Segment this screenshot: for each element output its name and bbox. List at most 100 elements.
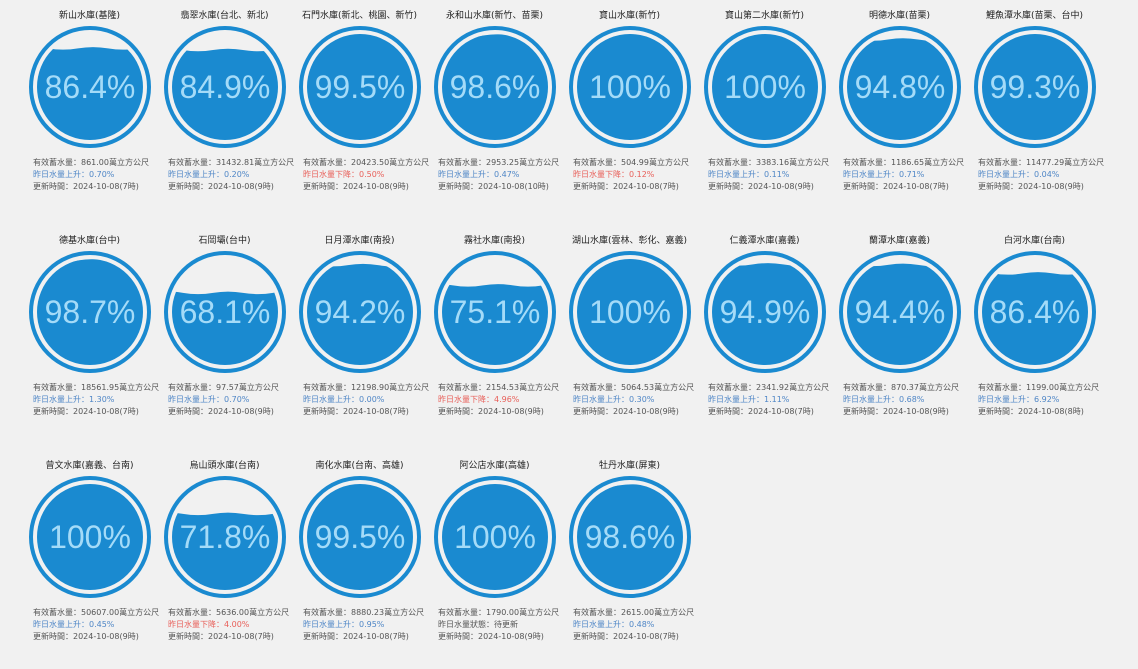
reservoir-card: 湖山水庫(雲林、彰化、嘉義) 100% 有效蓄水量：5064.53萬立方公尺 昨日水量…: [566, 235, 701, 418]
percent-label: 86.4%: [989, 294, 1081, 330]
reservoir-name: 德基水庫(台中): [58, 236, 121, 246]
water-fill: [577, 484, 683, 590]
reservoir-card: 日月潭水庫(南投) 94.2% 有效蓄水量：12198.90萬立方公尺 昨日水量上升：…: [296, 235, 431, 418]
change-text: 昨日水量上升：0.70%: [168, 395, 250, 404]
capacity-text: 有效蓄水量：18561.95萬立方公尺: [33, 383, 160, 392]
percent-label: 84.9%: [179, 69, 271, 105]
updated-text: 更新時間：2024-10-08(10時): [438, 182, 549, 191]
change-text: 昨日水量上升：1.30%: [33, 395, 115, 404]
change-text: 昨日水量下降：0.50%: [303, 170, 385, 179]
reservoir-info: 有效蓄水量：861.00萬立方公尺 昨日水量上升：0.70% 更新時間：2024-1…: [33, 157, 161, 193]
water-level-gauge: 94.2%: [298, 250, 422, 374]
water-level-gauge: 98.6%: [568, 475, 692, 599]
percent-label: 99.5%: [314, 69, 406, 105]
percent-label: 71.8%: [179, 519, 271, 555]
reservoir-name: 牡丹水庫(屏東): [598, 461, 661, 471]
gauge-ring: [434, 26, 556, 148]
reservoir-info: 有效蓄水量：12198.90萬立方公尺 昨日水量上升：0.00% 更新時間：2024…: [303, 382, 431, 418]
gauge-ring: [434, 476, 556, 598]
reservoir-name: 鯉魚潭水庫(苗栗、台中): [985, 11, 1084, 21]
capacity-text: 有效蓄水量：50607.00萬立方公尺: [33, 608, 160, 617]
reservoir-card: 寶山水庫(新竹) 100% 有效蓄水量：504.99萬立方公尺 昨日水量下降：0.12…: [566, 10, 701, 193]
change-text: 昨日水量上升：0.71%: [843, 170, 925, 179]
gauge-ring: [839, 26, 961, 148]
updated-text: 更新時間：2024-10-08(7時): [168, 632, 274, 641]
capacity-text: 有效蓄水量：2953.25萬立方公尺: [438, 158, 560, 167]
water-level-gauge: 100%: [433, 475, 557, 599]
water-level-gauge: 98.7%: [28, 250, 152, 374]
reservoir-info: 有效蓄水量：8880.23萬立方公尺 昨日水量上升：0.95% 更新時間：2024-…: [303, 607, 431, 643]
reservoir-name: 石門水庫(新北、桃園、新竹): [301, 11, 418, 21]
updated-text: 更新時間：2024-10-08(7時): [33, 182, 139, 191]
water-fill: [307, 484, 413, 590]
reservoir-name: 翡翠水庫(台北、新北): [180, 11, 269, 21]
percent-label: 86.4%: [44, 69, 136, 105]
gauge-ring: [434, 251, 556, 373]
reservoir-name: 仁義潭水庫(嘉義): [729, 236, 800, 246]
percent-label: 98.6%: [584, 519, 676, 555]
updated-text: 更新時間：2024-10-08(9時): [303, 182, 409, 191]
updated-text: 更新時間：2024-10-08(7時): [573, 632, 679, 641]
water-level-gauge: 100%: [568, 25, 692, 149]
water-level-gauge: 94.9%: [703, 250, 827, 374]
reservoir-info: 有效蓄水量：1199.00萬立方公尺 昨日水量上升：6.92% 更新時間：2024-…: [978, 382, 1106, 418]
water-fill: [577, 34, 683, 140]
capacity-text: 有效蓄水量：1790.00萬立方公尺: [438, 608, 560, 617]
reservoir-card: 仁義潭水庫(嘉義) 94.9% 有效蓄水量：2341.92萬立方公尺 昨日水量上升：1…: [701, 235, 836, 418]
reservoir-info: 有效蓄水量：5636.00萬立方公尺 昨日水量下降：4.00% 更新時間：2024-…: [168, 607, 296, 643]
water-fill: [442, 484, 548, 590]
percent-label: 94.9%: [719, 294, 811, 330]
updated-text: 更新時間：2024-10-08(9時): [978, 182, 1084, 191]
percent-label: 100%: [589, 294, 671, 330]
reservoir-name: 新山水庫(基隆): [58, 11, 121, 21]
reservoir-name: 霧社水庫(南投): [463, 236, 526, 246]
percent-label: 94.4%: [854, 294, 946, 330]
percent-label: 100%: [49, 519, 131, 555]
reservoir-info: 有效蓄水量：20423.50萬立方公尺 昨日水量下降：0.50% 更新時間：2024…: [303, 157, 431, 193]
water-level-gauge: 99.3%: [973, 25, 1097, 149]
reservoir-info: 有效蓄水量：2615.00萬立方公尺 昨日水量上升：0.48% 更新時間：2024-…: [573, 607, 701, 643]
reservoir-name: 寶山第二水庫(新竹): [724, 11, 805, 21]
water-level-gauge: 99.5%: [298, 475, 422, 599]
gauge-ring: [29, 251, 151, 373]
change-text: 昨日水量狀態：待更新: [438, 620, 518, 629]
change-text: 昨日水量下降：0.12%: [573, 170, 655, 179]
percent-label: 99.3%: [989, 69, 1081, 105]
capacity-text: 有效蓄水量：1199.00萬立方公尺: [978, 383, 1100, 392]
reservoir-info: 有效蓄水量：97.57萬立方公尺 昨日水量上升：0.70% 更新時間：2024-10…: [168, 382, 296, 418]
capacity-text: 有效蓄水量：2154.53萬立方公尺: [438, 383, 560, 392]
change-text: 昨日水量上升：0.04%: [978, 170, 1060, 179]
reservoir-name: 曾文水庫(嘉義、台南): [45, 461, 134, 471]
reservoir-info: 有效蓄水量：870.37萬立方公尺 昨日水量上升：0.68% 更新時間：2024-1…: [843, 382, 971, 418]
gauge-ring: [29, 476, 151, 598]
reservoir-name: 日月潭水庫(南投): [324, 236, 395, 246]
reservoir-card: 翡翠水庫(台北、新北) 84.9% 有效蓄水量：31432.81萬立方公尺 昨日水量上…: [161, 10, 296, 193]
water-fill: [172, 291, 278, 365]
reservoir-info: 有效蓄水量：31432.81萬立方公尺 昨日水量上升：0.20% 更新時間：2024…: [168, 157, 296, 193]
updated-text: 更新時間：2024-10-08(7時): [303, 632, 409, 641]
water-level-gauge: 71.8%: [163, 475, 287, 599]
reservoir-info: 有效蓄水量：11477.29萬立方公尺 昨日水量上升：0.04% 更新時間：2024…: [978, 157, 1106, 193]
reservoir-info: 有效蓄水量：504.99萬立方公尺 昨日水量下降：0.12% 更新時間：2024-1…: [573, 157, 701, 193]
change-text: 昨日水量上升：0.45%: [33, 620, 115, 629]
reservoir-info: 有效蓄水量：2154.53萬立方公尺 昨日水量下降：4.96% 更新時間：2024-…: [438, 382, 566, 418]
updated-text: 更新時間：2024-10-08(9時): [573, 407, 679, 416]
gauge-ring: [974, 26, 1096, 148]
change-text: 昨日水量上升：0.68%: [843, 395, 925, 404]
capacity-text: 有效蓄水量：11477.29萬立方公尺: [978, 158, 1105, 167]
updated-text: 更新時間：2024-10-08(7時): [33, 407, 139, 416]
percent-label: 99.5%: [314, 519, 406, 555]
reservoir-card: 白河水庫(台南) 86.4% 有效蓄水量：1199.00萬立方公尺 昨日水量上升：6.…: [971, 235, 1106, 418]
change-text: 昨日水量下降：4.00%: [168, 620, 250, 629]
reservoir-name: 明德水庫(苗栗): [868, 11, 931, 21]
updated-text: 更新時間：2024-10-08(8時): [978, 407, 1084, 416]
water-level-gauge: 100%: [28, 475, 152, 599]
updated-text: 更新時間：2024-10-08(9時): [168, 182, 274, 191]
updated-text: 更新時間：2024-10-08(9時): [438, 407, 544, 416]
capacity-text: 有效蓄水量：2615.00萬立方公尺: [573, 608, 695, 617]
percent-label: 98.7%: [44, 294, 136, 330]
percent-label: 68.1%: [179, 294, 271, 330]
change-text: 昨日水量上升：6.92%: [978, 395, 1060, 404]
reservoir-card: 蘭潭水庫(嘉義) 94.4% 有效蓄水量：870.37萬立方公尺 昨日水量上升：0.6…: [836, 235, 971, 418]
reservoir-info: 有效蓄水量：3383.16萬立方公尺 昨日水量上升：0.11% 更新時間：2024-…: [708, 157, 836, 193]
